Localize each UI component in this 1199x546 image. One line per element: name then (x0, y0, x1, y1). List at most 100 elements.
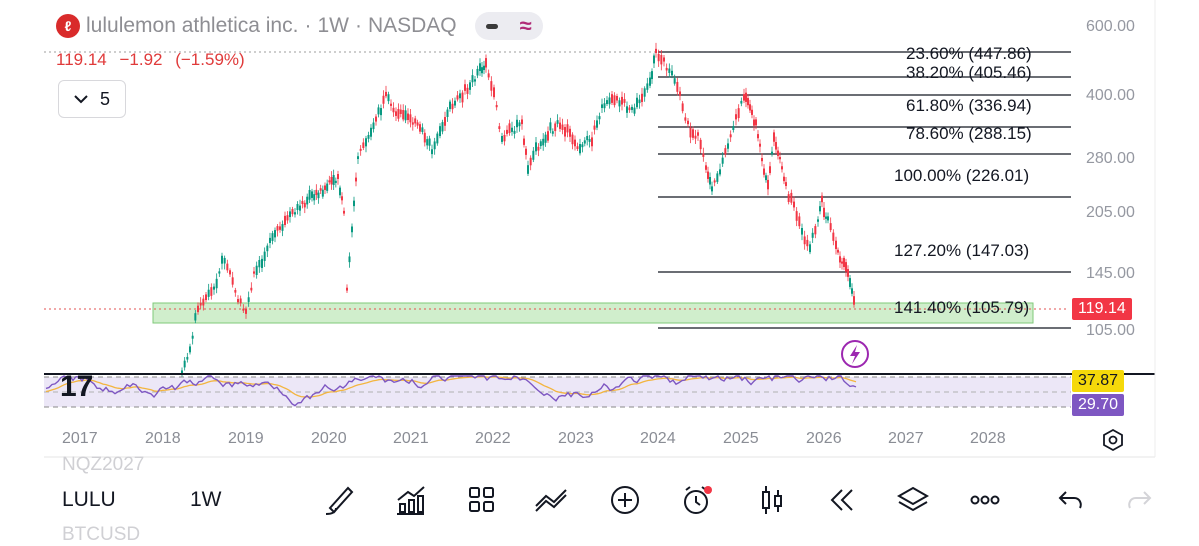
replay-icon[interactable] (830, 489, 853, 511)
candle-body (649, 77, 651, 86)
fib-label-38-2: 38.20% (405.46) (906, 63, 1032, 82)
symbol-header[interactable]: ℓ lululemon athletica inc. · 1W · NASDAQ… (56, 12, 543, 40)
candle-body (294, 212, 296, 215)
candle-body (811, 232, 814, 238)
candle-body (506, 129, 508, 134)
candle-body (313, 194, 316, 201)
candle-body (832, 232, 835, 241)
candle-body (311, 191, 313, 198)
settings-icon[interactable] (1103, 428, 1123, 452)
candle-body (521, 119, 523, 125)
candle-body (362, 142, 365, 148)
candle-body (825, 216, 827, 219)
add-icon[interactable] (611, 486, 639, 514)
indicators-toggle-button[interactable]: 5 (58, 80, 126, 118)
candle-body (845, 262, 847, 272)
candle-body (269, 237, 271, 244)
toolbar-symbol[interactable]: LULU (62, 488, 116, 511)
candle-body (641, 93, 643, 102)
candle-body (205, 294, 207, 301)
ghost-symbol-above[interactable]: NQZ2027 (62, 454, 145, 475)
chevron-down-icon (74, 95, 88, 104)
candle-body (684, 117, 687, 121)
alert-icon[interactable] (684, 486, 708, 514)
candle-body (355, 177, 357, 182)
chart-type-icon[interactable] (762, 486, 782, 514)
layers-icon[interactable] (896, 486, 930, 512)
toolbar-interval[interactable]: 1W (190, 488, 222, 511)
undo-icon[interactable] (1058, 491, 1082, 509)
year-tick: 2028 (970, 430, 1006, 447)
candle-body (646, 83, 649, 90)
candle-body (348, 256, 351, 263)
quote-line: 119.14 −1.92 (−1.59%) (56, 50, 253, 70)
compare-icon[interactable] (535, 489, 567, 512)
candle-body (332, 175, 335, 185)
candle-body (579, 144, 581, 154)
candle-body (727, 143, 729, 149)
bottom-toolbar (325, 486, 1152, 515)
price-change: −1.92 (119, 50, 163, 69)
candle-body (444, 117, 446, 126)
support-zone[interactable] (152, 302, 1034, 324)
indicators-icon[interactable] (397, 486, 425, 515)
more-icon[interactable] (970, 495, 1000, 505)
year-tick: 2026 (806, 430, 842, 447)
candle-body (787, 194, 790, 202)
candle-body (469, 82, 471, 90)
candle-body (711, 186, 713, 192)
candle-body (729, 134, 732, 138)
candle-body (593, 125, 596, 130)
candle-body (328, 180, 331, 183)
candle-body (761, 157, 763, 162)
lightning-icon[interactable] (841, 340, 869, 368)
candle-body (503, 134, 506, 142)
candle-body (665, 67, 668, 71)
candle-body (525, 148, 527, 155)
templates-icon[interactable] (469, 487, 494, 512)
candle-body (431, 149, 433, 155)
candle-body (411, 122, 414, 125)
candle-body (732, 126, 735, 131)
candle-body (291, 209, 294, 215)
year-tick: 2025 (723, 430, 759, 447)
rsi-ma-value-tag: 37.87 (1072, 370, 1125, 392)
candle-body (724, 148, 727, 155)
fib-retracement[interactable] (658, 51, 1071, 329)
candle-body (334, 180, 337, 183)
year-tick: 2024 (640, 430, 676, 447)
brush-icon[interactable] (325, 486, 354, 515)
market-status-pill[interactable]: ≈ (474, 12, 543, 40)
candle-body (757, 134, 759, 139)
redo-icon[interactable] (1128, 491, 1152, 509)
candle-body (414, 118, 417, 124)
candle-body (250, 287, 253, 291)
candle-body (671, 70, 673, 76)
year-tick: 2020 (311, 430, 347, 447)
candle-body (719, 169, 721, 175)
candle-body (461, 92, 464, 103)
candle-body (451, 103, 454, 110)
rsi-ma-line (45, 376, 857, 398)
ghost-symbol-below[interactable]: BTCUSD (62, 524, 141, 545)
candle-body (697, 132, 699, 136)
year-tick: 2023 (558, 430, 594, 447)
symbol-name: lululemon athletica inc. (86, 14, 299, 37)
candle-body (315, 189, 318, 195)
candle-body (301, 200, 304, 205)
candle-body (258, 259, 261, 268)
candle-body (263, 251, 266, 261)
candle-body (763, 168, 765, 175)
candle-body (299, 205, 301, 211)
candle-body (823, 207, 825, 218)
candle-body (601, 104, 603, 108)
candle-body (308, 190, 311, 200)
price-change-percent: (−1.59%) (175, 50, 245, 69)
price-tick: 400.00 (1086, 87, 1135, 104)
candle-body (785, 182, 787, 186)
candle-body (319, 188, 322, 191)
candle-body (189, 346, 191, 353)
last-price-tag: 119.14 (1072, 298, 1132, 320)
candle-body (527, 165, 529, 174)
